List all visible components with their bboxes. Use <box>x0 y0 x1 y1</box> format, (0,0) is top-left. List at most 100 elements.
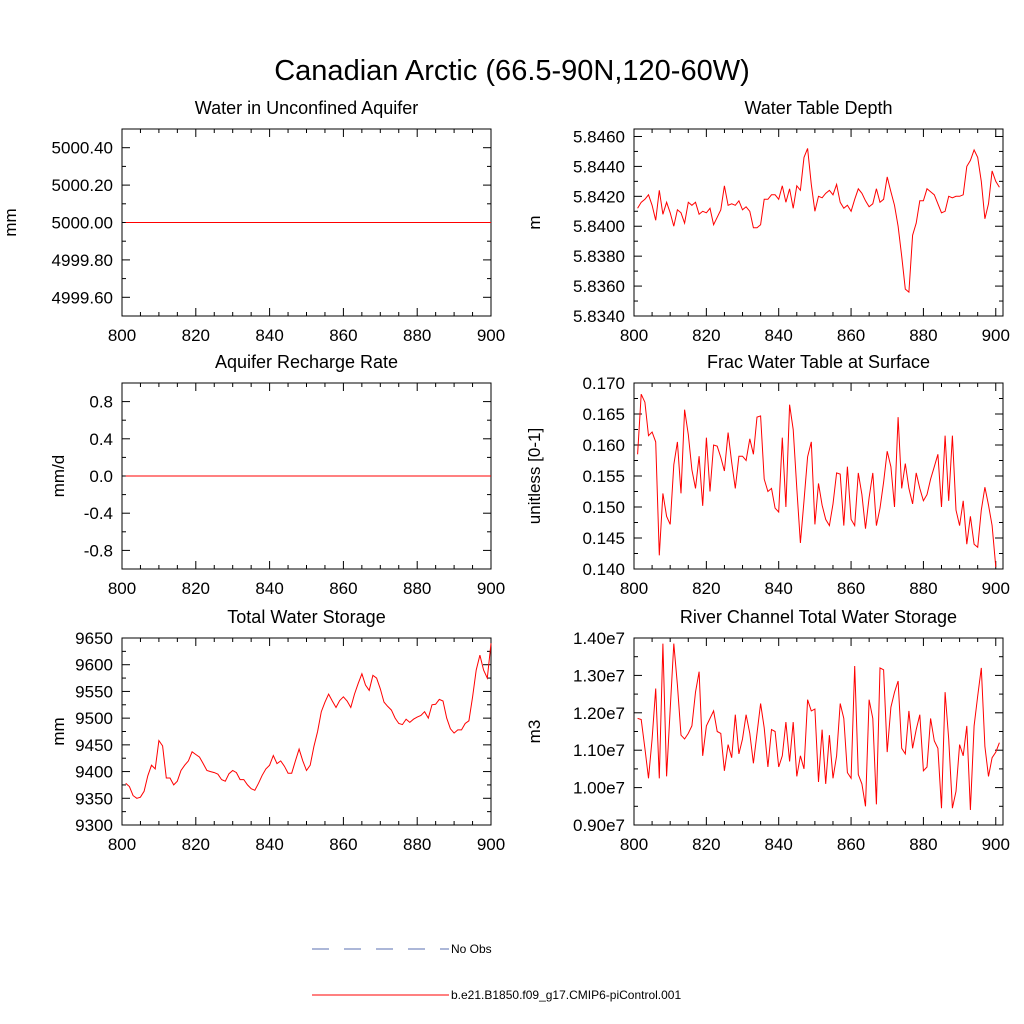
panel-6: River Channel Total Water Storage 800 820 8… <box>525 607 1010 854</box>
panel-title: Frac Water Table at Surface <box>707 352 930 372</box>
y-tick-label: 5.8420 <box>573 187 625 206</box>
y-tick-label: 9500 <box>75 709 113 728</box>
x-tick-label: 880 <box>403 326 431 345</box>
x-tick-label: 840 <box>765 835 793 854</box>
x-tick-label: 820 <box>692 579 720 598</box>
x-tick-label: 860 <box>837 579 865 598</box>
x-tick-label: 880 <box>909 579 937 598</box>
y-tick-label: 5.8380 <box>573 247 625 266</box>
y-tick-label: 0.150 <box>582 498 625 517</box>
y-tick-label: 5.8460 <box>573 127 625 146</box>
panel-title: Aquifer Recharge Rate <box>215 352 398 372</box>
x-tick-label: 800 <box>108 579 136 598</box>
legend: No Obs b.e21.B1850.f09_g17.CMIP6-piContr… <box>312 942 681 1002</box>
x-tick-label: 840 <box>255 579 283 598</box>
series-line-1 <box>637 148 1000 294</box>
y-tick-label: 5.8360 <box>573 277 625 296</box>
y-tick-label: 9450 <box>75 736 113 755</box>
panel-title: Water in Unconfined Aquifer <box>195 98 418 118</box>
y-tick-label: 0.90e7 <box>573 816 625 835</box>
x-tick-label: 860 <box>329 835 357 854</box>
y-tick-label: 5000.20 <box>52 176 113 195</box>
panel-1: Water in Unconfined Aquifer 800 820 840 860 8… <box>1 98 505 345</box>
x-tick-label: 840 <box>765 579 793 598</box>
y-tick-label: 5000.40 <box>52 139 113 158</box>
panel-title: Water Table Depth <box>744 98 892 118</box>
y-tick-label: 9300 <box>75 816 113 835</box>
figure-title: Canadian Arctic (66.5-90N,120-60W) <box>274 55 750 87</box>
y-tick-label: 9400 <box>75 763 113 782</box>
panel-title: Total Water Storage <box>227 607 385 627</box>
y-tick-label: 0.170 <box>582 374 625 393</box>
y-tick-label: 0.140 <box>582 560 625 579</box>
y-tick-label: 0.8 <box>89 393 113 412</box>
y-tick-label: 0.160 <box>582 436 625 455</box>
y-tick-label: 5.8400 <box>573 217 625 236</box>
y-tick-label: 0.0 <box>89 467 113 486</box>
x-tick-label: 860 <box>837 835 865 854</box>
y-tick-label: 5.8340 <box>573 307 625 326</box>
panel-4: Frac Water Table at Surface 800 820 840 860 8… <box>525 352 1010 598</box>
x-tick-label: 900 <box>982 835 1010 854</box>
x-tick-label: 820 <box>182 326 210 345</box>
y-tick-label: 5.8440 <box>573 157 625 176</box>
y-tick-label: 0.145 <box>582 529 625 548</box>
y-tick-label: 1.10e7 <box>573 741 625 760</box>
x-tick-label: 800 <box>620 835 648 854</box>
y-axis-label: mm/d <box>49 455 68 498</box>
y-tick-label: 9600 <box>75 656 113 675</box>
legend-label-model: b.e21.B1850.f09_g17.CMIP6-piControl.001 <box>451 988 681 1002</box>
x-tick-label: 840 <box>255 835 283 854</box>
y-tick-label: 0.165 <box>582 405 625 424</box>
x-tick-label: 800 <box>620 326 648 345</box>
y-axis-label: m3 <box>525 720 544 744</box>
y-tick-label: 4999.80 <box>52 251 113 270</box>
x-tick-label: 820 <box>182 835 210 854</box>
y-tick-label: 0.4 <box>89 430 113 449</box>
x-tick-label: 860 <box>837 326 865 345</box>
x-tick-label: 880 <box>909 835 937 854</box>
y-tick-label: 1.40e7 <box>573 629 625 648</box>
y-tick-label: 0.155 <box>582 467 625 486</box>
x-tick-label: 900 <box>982 326 1010 345</box>
x-tick-label: 900 <box>477 326 505 345</box>
legend-label-obs: No Obs <box>451 942 492 956</box>
y-axis-label: mm <box>1 208 20 236</box>
y-tick-label: 9350 <box>75 789 113 808</box>
x-tick-label: 880 <box>909 326 937 345</box>
x-tick-label: 800 <box>620 579 648 598</box>
x-tick-label: 860 <box>329 579 357 598</box>
panel-5: Total Water Storage 800 820 840 860 880 900 930… <box>49 607 505 854</box>
panel-2: Water Table Depth 800 820 840 860 880 900 5.834… <box>525 98 1010 345</box>
x-tick-label: 800 <box>108 326 136 345</box>
plot-frame <box>633 128 1004 317</box>
y-tick-label: 1.00e7 <box>573 779 625 798</box>
panel-3: Aquifer Recharge Rate 800 820 840 860 880 900 -… <box>49 352 505 598</box>
x-tick-label: 900 <box>982 579 1010 598</box>
x-tick-label: 800 <box>108 835 136 854</box>
y-axis-label: mm <box>49 717 68 745</box>
y-tick-label: 5000.00 <box>52 214 113 233</box>
y-tick-label: 1.20e7 <box>573 704 625 723</box>
x-tick-label: 880 <box>403 579 431 598</box>
series-line-1 <box>125 643 492 799</box>
y-tick-label: 1.30e7 <box>573 666 625 685</box>
x-tick-label: 880 <box>403 835 431 854</box>
x-tick-label: 860 <box>329 326 357 345</box>
x-tick-label: 820 <box>692 835 720 854</box>
panels: Water in Unconfined Aquifer 800 820 840 860 8… <box>1 98 1010 854</box>
series-line-1 <box>637 393 997 568</box>
x-tick-label: 820 <box>692 326 720 345</box>
x-tick-label: 900 <box>477 579 505 598</box>
y-tick-label: -0.4 <box>84 504 113 523</box>
x-tick-label: 840 <box>255 326 283 345</box>
y-tick-label: 4999.60 <box>52 288 113 307</box>
y-tick-label: 9650 <box>75 629 113 648</box>
y-axis-label: m <box>525 215 544 229</box>
series-line-1 <box>637 643 1000 811</box>
x-tick-label: 900 <box>477 835 505 854</box>
y-tick-label: 9550 <box>75 682 113 701</box>
panel-title: River Channel Total Water Storage <box>680 607 957 627</box>
x-tick-label: 820 <box>182 579 210 598</box>
